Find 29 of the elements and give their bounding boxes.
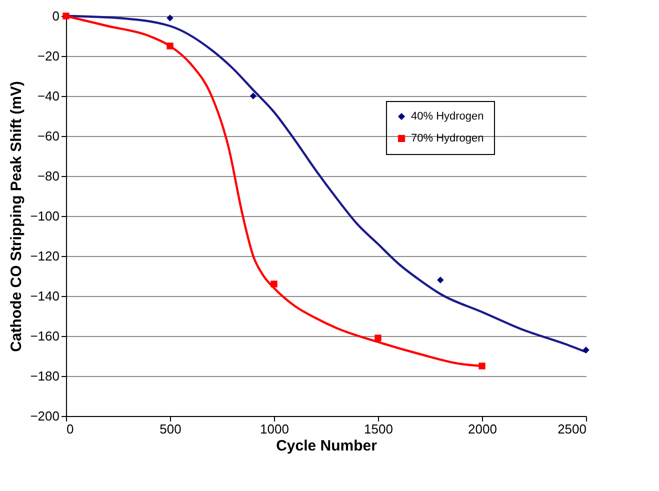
y-tick-label: −60 — [37, 128, 60, 144]
y-tick-label: −200 — [30, 408, 60, 424]
y-tick-label: −100 — [30, 208, 60, 224]
x-axis-title: Cycle Number — [276, 438, 378, 454]
y-tick-label: −80 — [37, 168, 60, 184]
point — [374, 334, 382, 342]
x-tick-label: 2500 — [558, 422, 586, 436]
point — [166, 14, 174, 22]
x-tick-label: 1000 — [260, 422, 289, 436]
x-tick-label: 0 — [66, 422, 74, 436]
legend-label: 70% Hydrogen — [411, 132, 484, 144]
y-tick-label: −140 — [30, 288, 60, 304]
y-tick-label: −160 — [30, 328, 60, 344]
y-tick-label: −20 — [37, 48, 60, 64]
y-tick-label: −120 — [30, 248, 60, 264]
y-tick-label: −180 — [30, 368, 60, 384]
point — [478, 362, 486, 370]
x-tick-label: 1500 — [364, 422, 393, 436]
y-tick-label: 0 — [52, 8, 60, 24]
legend-label: 40% Hydrogen — [411, 110, 484, 122]
point — [166, 42, 174, 50]
y-axis-title: Cathode CO Stripping Peak Shift (mV) — [8, 81, 26, 352]
point — [250, 92, 257, 100]
point — [582, 346, 590, 354]
point — [437, 276, 444, 284]
y-tick-label: −40 — [37, 88, 60, 104]
x-tick-label: 500 — [160, 422, 182, 436]
x-tick-label: 2000 — [468, 422, 497, 436]
point — [270, 280, 278, 288]
